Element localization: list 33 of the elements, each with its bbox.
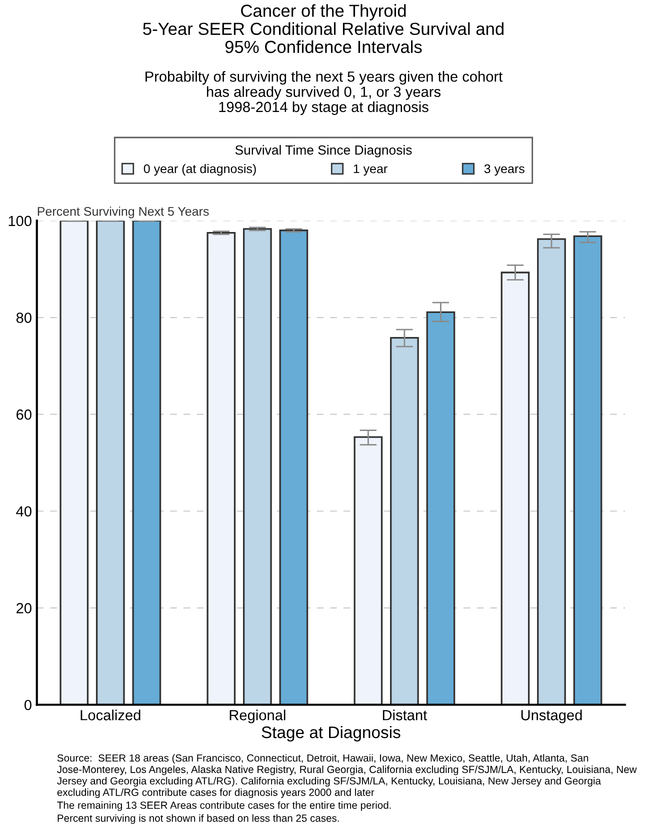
bar — [390, 337, 419, 705]
bar — [573, 235, 602, 705]
y-tick-label: 20 — [16, 603, 32, 614]
legend-label: 3 years — [484, 164, 524, 176]
text: The remaining 13 SEER Areas contribute cases for the entire time period. — [57, 801, 391, 811]
y-tick-label: 0 — [24, 700, 32, 710]
y-axis-title: Percent Surviving Next 5 Years — [38, 206, 209, 218]
bar — [537, 238, 566, 705]
x-tick-label: Localized — [80, 710, 140, 720]
chart-subtitle: Probabilty of surviving the next 5 years given the cohort has already survived 0, 1, or 3 years 1998-2014 by stage at diagnosis — [146, 71, 503, 116]
y-tick-label: 80 — [16, 312, 32, 323]
x-tick-label: Regional — [230, 710, 286, 724]
bar — [500, 272, 530, 705]
x-axis-title: Stage at Diagnosis — [262, 726, 400, 742]
bar — [96, 220, 125, 705]
source-note: Source: SEER 18 areas (San Francisco, Connecticut, Detroit, Hawaii, Iowa, New Mexico, Seattle, Utah, Atlanta, San Jose-Monterey, Los Angeles, Alaska Native Registry, Rural Georgia, California excluding SF/SJM/LA, Kentucky, Louisiana, New Jersey and Georgia excluding ATL/RG). California excluding SF/SJM/LA, Kentucky, Louisiana, New Jersey and Georgia excluding ATL/RG contribute cases for diagnosis years 2000 and later — [57, 754, 637, 798]
x-tick-label: Distant — [382, 710, 428, 720]
legend-label: 0 year (at diagnosis) — [144, 164, 256, 176]
bar — [132, 220, 162, 705]
bar — [426, 311, 456, 705]
x-tick-label: Unstaged — [521, 710, 582, 724]
bar — [60, 220, 89, 705]
y-tick-label: 100 — [8, 216, 32, 226]
bar — [279, 230, 308, 705]
bar — [354, 436, 383, 705]
legend-title: Survival Time Since Diagnosis — [235, 145, 412, 158]
chart-title: Cancer of the Thyroid 5-Year SEER Conditional Relative Survival and 95% Confidence Intervals — [143, 4, 504, 54]
y-tick-label: 60 — [16, 409, 32, 420]
y-tick-label: 40 — [16, 506, 32, 517]
legend-label: 1 year — [354, 164, 388, 176]
bar — [242, 228, 272, 705]
bar — [206, 232, 236, 705]
text: Percent surviving is not shown if based on less than 25 cases. — [58, 814, 339, 824]
